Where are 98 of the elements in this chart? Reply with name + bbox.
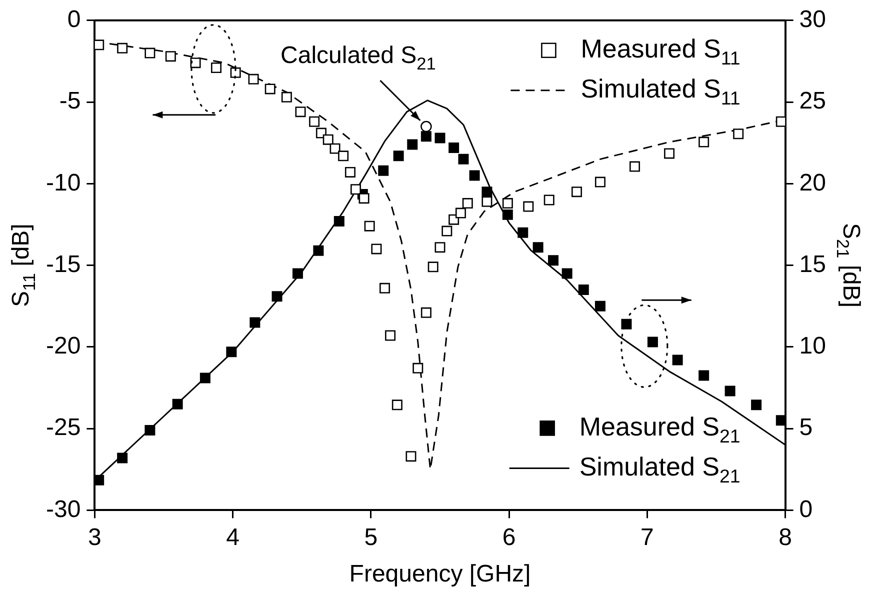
y2-tick-label: 25 bbox=[799, 88, 826, 115]
point bbox=[371, 244, 382, 254]
point bbox=[350, 184, 361, 195]
point bbox=[210, 62, 222, 73]
point bbox=[434, 132, 446, 144]
point bbox=[190, 58, 201, 68]
point bbox=[532, 242, 544, 253]
point bbox=[482, 196, 492, 207]
point bbox=[230, 67, 241, 78]
point bbox=[117, 42, 128, 54]
point bbox=[272, 291, 282, 302]
point bbox=[334, 216, 344, 226]
point bbox=[502, 209, 513, 220]
y-tick-label: -10 bbox=[46, 169, 81, 196]
point bbox=[455, 208, 466, 218]
point bbox=[776, 116, 786, 127]
point bbox=[751, 400, 762, 410]
x-tick-label: 4 bbox=[226, 524, 240, 552]
point bbox=[406, 451, 416, 462]
point bbox=[364, 220, 375, 232]
y2-tick-label: 20 bbox=[799, 169, 826, 196]
point bbox=[672, 354, 683, 366]
point bbox=[385, 330, 396, 341]
point bbox=[469, 170, 480, 181]
point bbox=[502, 198, 513, 209]
point bbox=[647, 336, 658, 348]
point bbox=[144, 424, 156, 436]
point bbox=[250, 317, 260, 328]
point bbox=[94, 40, 104, 50]
point bbox=[544, 194, 554, 206]
point bbox=[292, 268, 303, 279]
point bbox=[393, 150, 404, 162]
point bbox=[518, 227, 528, 238]
point bbox=[172, 398, 183, 410]
point bbox=[621, 318, 632, 330]
point bbox=[322, 134, 334, 145]
point bbox=[523, 201, 534, 212]
point bbox=[594, 176, 606, 188]
point bbox=[548, 255, 559, 266]
point bbox=[698, 136, 710, 148]
x-tick-label: 5 bbox=[364, 524, 378, 552]
point bbox=[380, 282, 390, 294]
point bbox=[226, 346, 237, 358]
y-tick-label: -25 bbox=[46, 414, 81, 442]
point bbox=[313, 245, 324, 256]
x-axis-title: Frequency [GHz] bbox=[349, 560, 531, 588]
x-tick-label: 3 bbox=[88, 524, 102, 552]
y2-axis-title: S21 [dB] bbox=[832, 223, 864, 308]
y2-tick-label: 0 bbox=[799, 496, 813, 523]
point bbox=[358, 193, 370, 204]
point bbox=[724, 386, 736, 396]
y-tick-label: -15 bbox=[46, 250, 81, 278]
point bbox=[295, 106, 306, 118]
point bbox=[330, 143, 340, 154]
point bbox=[571, 186, 582, 198]
point bbox=[378, 165, 389, 176]
x-tick-label: 8 bbox=[778, 524, 792, 552]
point bbox=[407, 139, 418, 150]
point bbox=[448, 142, 460, 153]
point bbox=[420, 120, 432, 132]
y2-tick-label: 30 bbox=[799, 6, 826, 34]
point bbox=[698, 370, 710, 381]
point bbox=[309, 116, 320, 127]
point bbox=[117, 452, 128, 464]
point bbox=[338, 150, 349, 162]
point bbox=[562, 268, 572, 279]
point bbox=[420, 307, 432, 318]
x-tick-label: 6 bbox=[502, 524, 516, 552]
point bbox=[248, 74, 259, 84]
point bbox=[165, 51, 176, 62]
y-tick-label: -5 bbox=[59, 88, 81, 115]
point bbox=[264, 84, 276, 94]
point bbox=[344, 166, 356, 178]
point bbox=[462, 198, 473, 209]
point bbox=[434, 242, 446, 253]
point bbox=[281, 92, 292, 102]
point bbox=[594, 300, 606, 312]
point bbox=[482, 186, 492, 198]
point bbox=[412, 362, 424, 374]
point bbox=[428, 262, 438, 272]
y-tick-label: 0 bbox=[67, 6, 81, 34]
y2-tick-label: 10 bbox=[799, 332, 826, 360]
y-axis-title: S11 [dB] bbox=[8, 224, 40, 307]
point bbox=[200, 372, 210, 384]
point bbox=[733, 128, 744, 140]
point bbox=[664, 148, 675, 159]
point bbox=[630, 161, 640, 172]
point bbox=[420, 131, 432, 142]
point bbox=[458, 154, 469, 164]
point bbox=[392, 400, 402, 410]
y-tick-label: -30 bbox=[46, 496, 81, 523]
point bbox=[578, 284, 589, 296]
x-tick-label: 7 bbox=[640, 524, 654, 552]
y-tick-label: -20 bbox=[46, 332, 81, 360]
point bbox=[144, 48, 156, 58]
point bbox=[442, 226, 452, 236]
y2-tick-label: 5 bbox=[799, 414, 813, 442]
y2-tick-label: 15 bbox=[799, 250, 826, 278]
